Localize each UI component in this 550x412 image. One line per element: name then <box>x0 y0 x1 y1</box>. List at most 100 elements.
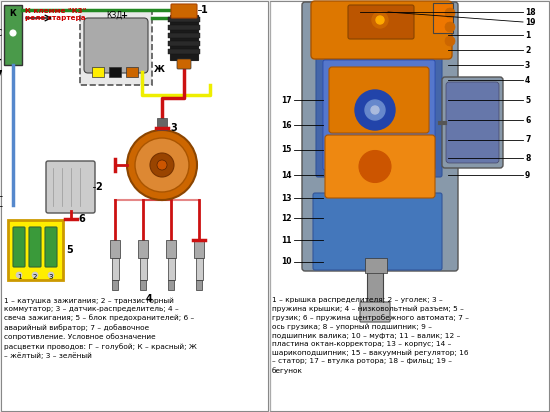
Bar <box>4 5 22 65</box>
FancyBboxPatch shape <box>45 227 57 267</box>
Text: 9: 9 <box>525 171 530 180</box>
Text: 5: 5 <box>66 245 73 255</box>
Text: 15: 15 <box>282 145 292 154</box>
Bar <box>170 15 198 60</box>
Circle shape <box>372 12 388 28</box>
Text: Г: Г <box>0 206 2 215</box>
Circle shape <box>359 150 391 183</box>
Text: 13: 13 <box>282 194 292 203</box>
Text: реле стартера: реле стартера <box>25 15 86 21</box>
Text: С: С <box>0 28 2 37</box>
FancyBboxPatch shape <box>316 53 442 177</box>
Circle shape <box>150 153 174 177</box>
Circle shape <box>355 90 395 130</box>
Bar <box>126 67 138 77</box>
Text: 6: 6 <box>79 214 85 224</box>
Text: К клемме "К3": К клемме "К3" <box>25 8 86 14</box>
FancyBboxPatch shape <box>360 302 390 322</box>
Bar <box>92 67 104 77</box>
Circle shape <box>365 100 385 120</box>
Bar <box>168 41 200 46</box>
Text: К: К <box>10 9 16 18</box>
FancyBboxPatch shape <box>311 1 452 59</box>
Text: 11: 11 <box>282 236 292 244</box>
Text: 4: 4 <box>525 75 530 84</box>
Text: 1: 1 <box>201 5 208 15</box>
Text: 10: 10 <box>282 258 292 267</box>
Text: 18: 18 <box>525 7 536 16</box>
Text: Г: Г <box>0 196 2 204</box>
Bar <box>168 258 174 280</box>
Bar <box>166 240 176 258</box>
Text: 2: 2 <box>33 274 37 280</box>
Text: 1 – катушка зажигания; 2 – транзисторный
коммутатор; 3 – датчик-распределитель; : 1 – катушка зажигания; 2 – транзисторный… <box>4 297 197 359</box>
Bar <box>168 17 200 22</box>
Bar <box>112 280 118 290</box>
Circle shape <box>16 272 22 278</box>
Text: 1 – крышка распределителя; 2 – уголек; 3 –
пружина крышки; 4 – низковольтный раз: 1 – крышка распределителя; 2 – уголек; 3… <box>272 297 469 374</box>
Text: КЗД: КЗД <box>106 11 122 20</box>
Circle shape <box>445 22 455 32</box>
Text: 14: 14 <box>282 171 292 180</box>
Bar <box>168 33 200 38</box>
Text: 1: 1 <box>16 274 21 280</box>
Text: 6: 6 <box>525 115 530 124</box>
Circle shape <box>445 8 455 18</box>
Bar <box>195 258 202 280</box>
Circle shape <box>371 106 379 114</box>
Text: 12: 12 <box>282 213 292 222</box>
Text: 4: 4 <box>146 294 153 304</box>
Text: 8: 8 <box>525 154 530 162</box>
FancyBboxPatch shape <box>446 82 499 163</box>
FancyBboxPatch shape <box>302 2 458 271</box>
FancyBboxPatch shape <box>1 1 268 411</box>
FancyBboxPatch shape <box>29 227 41 267</box>
Bar <box>433 3 453 33</box>
Text: Ж: Ж <box>154 65 165 74</box>
Text: 5: 5 <box>525 96 530 105</box>
Text: +: + <box>120 11 128 20</box>
Text: +: + <box>0 55 2 65</box>
Bar <box>365 258 387 273</box>
Circle shape <box>157 160 167 170</box>
Bar <box>109 67 121 77</box>
Bar <box>140 280 146 290</box>
FancyBboxPatch shape <box>13 227 25 267</box>
FancyBboxPatch shape <box>84 18 148 73</box>
Bar <box>110 240 120 258</box>
Bar <box>8 220 63 280</box>
FancyBboxPatch shape <box>323 60 435 170</box>
Circle shape <box>376 16 384 24</box>
Text: 7: 7 <box>525 136 530 145</box>
Bar <box>140 258 146 280</box>
FancyBboxPatch shape <box>329 67 429 133</box>
Text: 3: 3 <box>170 123 177 133</box>
Bar <box>157 118 167 130</box>
FancyBboxPatch shape <box>171 4 197 18</box>
Bar <box>194 240 204 258</box>
Text: 17: 17 <box>282 96 292 105</box>
Bar <box>168 49 200 54</box>
FancyBboxPatch shape <box>313 193 442 270</box>
Circle shape <box>445 36 455 46</box>
Bar <box>196 280 202 290</box>
Text: 3: 3 <box>525 61 530 70</box>
FancyBboxPatch shape <box>80 10 152 85</box>
Text: 3: 3 <box>49 274 53 280</box>
Circle shape <box>32 272 38 278</box>
FancyBboxPatch shape <box>177 59 191 69</box>
Bar <box>168 280 174 290</box>
FancyBboxPatch shape <box>270 1 549 411</box>
Circle shape <box>10 30 16 36</box>
Text: 2: 2 <box>95 182 102 192</box>
Text: 19: 19 <box>525 17 536 26</box>
Bar <box>138 240 148 258</box>
Text: 7: 7 <box>0 70 2 80</box>
Circle shape <box>135 138 189 192</box>
Text: 1: 1 <box>525 30 530 40</box>
Text: 2: 2 <box>525 45 530 54</box>
Bar <box>168 25 200 30</box>
Bar <box>367 268 383 303</box>
Circle shape <box>48 272 54 278</box>
FancyBboxPatch shape <box>46 161 95 213</box>
